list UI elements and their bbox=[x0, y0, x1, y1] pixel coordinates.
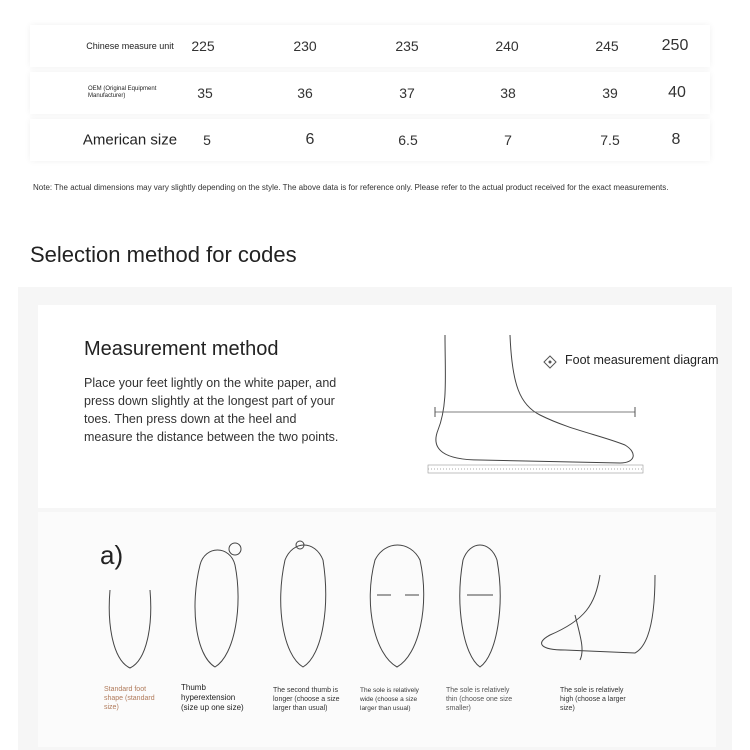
cell: 240 bbox=[495, 38, 519, 54]
cell: 250 bbox=[661, 37, 689, 54]
wide-sole-foot-icon bbox=[369, 544, 425, 668]
cell: 7.5 bbox=[600, 132, 620, 148]
table-row-chinese: Chinese measure unit 225 230 235 240 245… bbox=[30, 25, 710, 67]
standard-foot-icon bbox=[108, 589, 152, 669]
foot-types-marker: a) bbox=[100, 540, 124, 570]
diagram-label: Foot measurement diagram bbox=[565, 353, 719, 367]
second-toe-longer-foot-icon bbox=[280, 540, 327, 668]
table-row-american: American size 5 6 6.5 7 7.5 8 bbox=[30, 119, 710, 161]
cell: 235 bbox=[395, 38, 419, 54]
foot-type-caption: The sole is relatively thin (choose one … bbox=[446, 687, 513, 712]
foot-types-illustrations bbox=[108, 540, 656, 669]
diamond-icon bbox=[543, 355, 557, 369]
foot-type-caption: Thumb hyperextension (size up one size) bbox=[181, 683, 244, 712]
section-title: Selection method for codes bbox=[30, 242, 297, 267]
cell: 38 bbox=[500, 85, 516, 101]
cell: 230 bbox=[293, 38, 317, 54]
cell: 36 bbox=[297, 85, 313, 101]
foot-types-area bbox=[38, 512, 716, 747]
cell: 37 bbox=[399, 85, 415, 101]
measurement-title: Measurement method bbox=[84, 338, 279, 360]
row-label: American size bbox=[82, 131, 178, 149]
cell: 40 bbox=[668, 84, 686, 101]
cell: 5 bbox=[203, 132, 211, 148]
cell: 6.5 bbox=[398, 132, 418, 148]
thumb-hyperextension-foot-icon bbox=[194, 542, 242, 668]
foot-type-caption: The second thumb is longer (choose a siz… bbox=[273, 687, 340, 712]
cell: 6 bbox=[305, 131, 315, 148]
high-arch-foot-icon bbox=[541, 574, 656, 661]
foot-type-caption: Standard foot shape (standard size) bbox=[104, 686, 155, 711]
measurement-text: Place your feet lightly on the white pap… bbox=[84, 376, 339, 444]
cell: 245 bbox=[595, 38, 619, 54]
cell: 39 bbox=[602, 85, 618, 101]
measurement-card bbox=[38, 305, 716, 508]
row-label: OEM (Original Equipment Manufacturer) bbox=[88, 86, 157, 99]
cell: 7 bbox=[504, 132, 512, 148]
row-label: Chinese measure unit bbox=[86, 41, 174, 51]
cell: 8 bbox=[671, 131, 681, 148]
foot-type-caption: The sole is relatively wide (choose a si… bbox=[360, 687, 419, 712]
thin-sole-foot-icon bbox=[459, 544, 501, 668]
cell: 225 bbox=[191, 38, 215, 54]
foot-type-caption: The sole is relatively high (choose a la… bbox=[560, 687, 626, 712]
table-row-oem: OEM (Original Equipment Manufacturer) 35… bbox=[30, 72, 710, 114]
foot-measurement-illustration bbox=[427, 335, 644, 474]
size-note: Note: The actual dimensions may vary sli… bbox=[33, 183, 669, 192]
cell: 35 bbox=[197, 85, 213, 101]
